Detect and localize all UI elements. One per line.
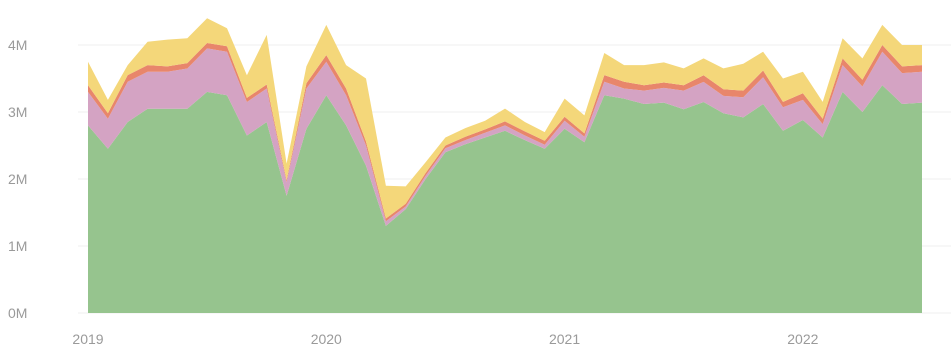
y-tick-label: 4M bbox=[8, 37, 27, 53]
x-tick-label: 2022 bbox=[787, 331, 818, 347]
x-tick-label: 2019 bbox=[72, 331, 103, 347]
y-tick-label: 1M bbox=[8, 238, 27, 254]
area-series-2 bbox=[88, 48, 922, 226]
y-axis-tick-labels: 0M 1M 2M 3M 4M bbox=[8, 37, 27, 321]
y-tick-label: 0M bbox=[8, 305, 27, 321]
x-tick-label: 2021 bbox=[549, 331, 580, 347]
area-series-group bbox=[88, 18, 922, 313]
area-series-1 bbox=[88, 85, 922, 313]
area-series-3 bbox=[88, 43, 922, 222]
x-tick-label: 2020 bbox=[311, 331, 342, 347]
y-tick-label: 3M bbox=[8, 104, 27, 120]
area-series-4 bbox=[88, 18, 922, 219]
x-axis-tick-labels: 2019 2020 2021 2022 bbox=[72, 331, 818, 347]
y-tick-label: 2M bbox=[8, 171, 27, 187]
